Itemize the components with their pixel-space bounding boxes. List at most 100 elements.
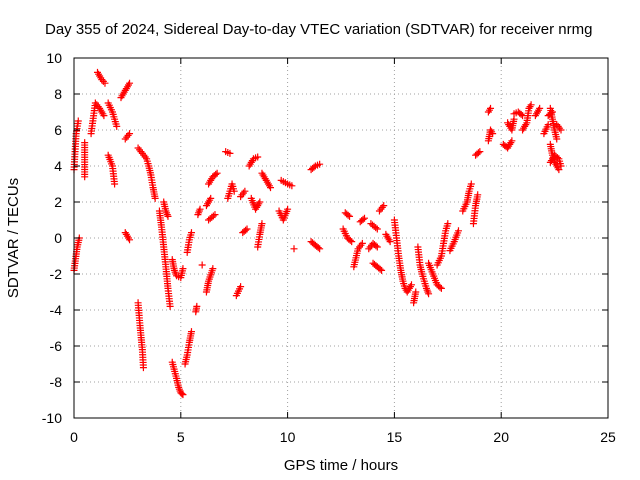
y-axis-label: SDTVAR / TECUs	[5, 178, 22, 298]
data-point	[527, 101, 535, 109]
data-point	[437, 284, 445, 292]
y-tick-label: 2	[54, 194, 62, 210]
data-point	[359, 215, 367, 223]
data-point	[288, 182, 296, 190]
data-point	[226, 149, 234, 157]
data-point	[209, 212, 217, 220]
data-point	[314, 244, 322, 252]
data-point	[444, 220, 452, 228]
x-tick-label: 10	[280, 429, 296, 445]
data-point	[211, 211, 219, 219]
data-point	[526, 103, 534, 111]
data-point	[81, 139, 89, 147]
data-point	[348, 238, 356, 246]
data-point	[179, 391, 187, 399]
data-point	[372, 224, 380, 232]
data-point	[171, 268, 179, 276]
data-point	[386, 238, 394, 246]
data-point	[100, 112, 108, 120]
data-point	[555, 166, 563, 174]
y-tick-label: 0	[54, 230, 62, 246]
data-point	[237, 283, 245, 291]
data-point	[207, 194, 215, 202]
data-point	[254, 153, 262, 161]
data-point	[139, 364, 147, 372]
data-point	[407, 281, 415, 289]
data-point	[467, 180, 475, 188]
data-point	[126, 236, 134, 244]
y-tick-label: -8	[50, 374, 63, 390]
data-point	[213, 169, 221, 177]
data-point	[179, 265, 187, 273]
data-point	[310, 163, 318, 171]
data-point	[412, 288, 420, 296]
data-point	[373, 243, 381, 251]
y-tick-label: -6	[50, 338, 63, 354]
data-point	[166, 302, 174, 310]
data-point	[487, 104, 495, 112]
data-point	[344, 211, 352, 219]
grid-layer	[74, 58, 608, 418]
data-point	[196, 205, 204, 213]
x-tick-label: 5	[177, 429, 185, 445]
axis-ticks: 0 5 10 15 20 25 -10 -8 -6 -4 -2 0 2 4 6 8 10	[42, 50, 616, 445]
data-point	[436, 283, 444, 291]
data-point	[485, 106, 493, 114]
data-point	[489, 130, 497, 138]
x-tick-label: 25	[600, 429, 616, 445]
data-point	[187, 328, 195, 336]
data-point	[195, 207, 203, 215]
data-point	[209, 265, 217, 273]
data-point	[476, 148, 484, 156]
data-point	[553, 154, 561, 162]
data-point	[126, 79, 134, 87]
data-point	[425, 290, 433, 298]
data-point	[557, 162, 565, 170]
data-point	[164, 212, 172, 220]
data-point	[544, 121, 552, 129]
y-tick-label: 4	[54, 158, 62, 174]
chart-title: Day 355 of 2024, Sidereal Day-to-day VTE…	[45, 21, 592, 38]
x-tick-label: 0	[70, 429, 78, 445]
data-point	[284, 205, 292, 213]
data-point	[111, 180, 119, 188]
y-tick-label: 6	[54, 122, 62, 138]
data-point	[454, 227, 462, 235]
data-point	[376, 265, 384, 273]
x-tick-label: 15	[387, 429, 403, 445]
data-point	[474, 149, 482, 157]
data-point	[290, 245, 298, 253]
data-point	[187, 229, 195, 237]
data-point	[380, 202, 388, 210]
data-points	[70, 68, 565, 399]
y-tick-label: -4	[50, 302, 63, 318]
data-point	[256, 198, 264, 206]
data-point	[151, 194, 159, 202]
data-point	[358, 239, 366, 247]
data-point	[517, 110, 525, 118]
data-point	[126, 130, 134, 138]
data-point	[230, 187, 238, 195]
data-point	[267, 184, 275, 192]
y-tick-label: 8	[54, 86, 62, 102]
data-point	[316, 245, 324, 253]
data-point	[372, 242, 380, 250]
data-point	[553, 135, 561, 143]
data-point	[557, 126, 565, 134]
data-point	[474, 191, 482, 199]
data-point	[378, 266, 386, 274]
x-axis-label: GPS time / hours	[284, 457, 398, 474]
x-tick-label: 20	[493, 429, 509, 445]
data-point	[508, 137, 516, 145]
data-point	[113, 122, 121, 130]
data-point	[195, 209, 203, 217]
data-point	[243, 225, 251, 233]
data-point	[346, 212, 354, 220]
data-point	[193, 302, 201, 310]
data-point	[423, 286, 431, 294]
data-point	[373, 225, 381, 233]
y-tick-label: -2	[50, 266, 63, 282]
data-point	[258, 220, 266, 228]
data-point	[163, 209, 171, 217]
